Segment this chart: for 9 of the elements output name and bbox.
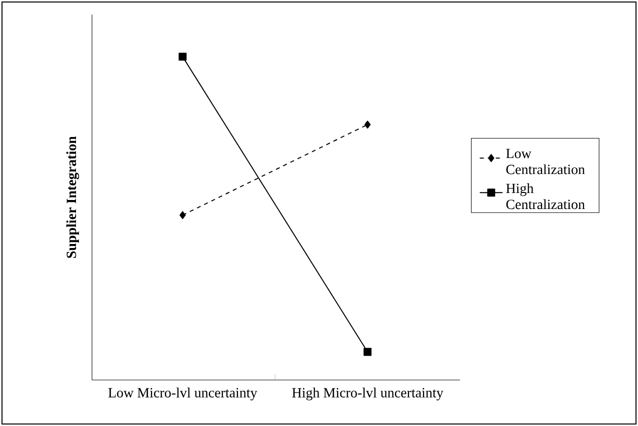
legend-label: Low Centralization [506, 148, 585, 174]
y-axis-title: Supplier Integration [66, 136, 80, 258]
x-tick-label: Low Micro-lvl uncertainty [108, 388, 258, 400]
legend-label: High Centralization [506, 183, 585, 210]
point [180, 211, 186, 220]
point [178, 52, 187, 61]
point [364, 120, 371, 129]
x-tick-label: High Micro-lvl uncertainty [292, 388, 444, 400]
point [364, 348, 372, 356]
